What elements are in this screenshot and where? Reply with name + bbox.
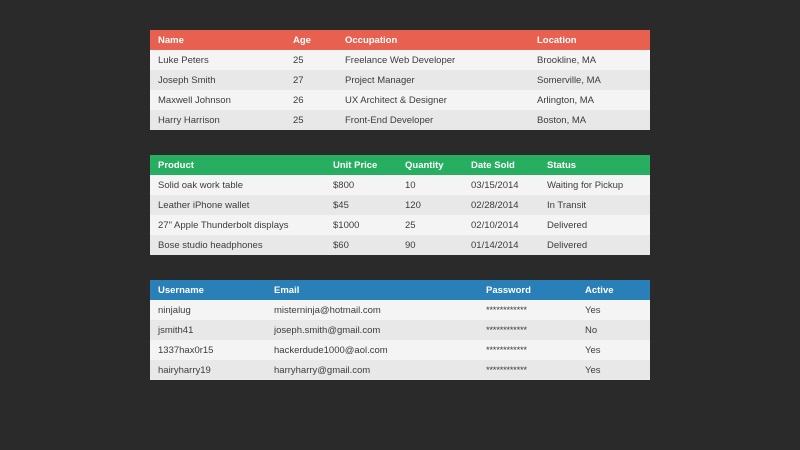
cell-quantity: 10 (397, 175, 463, 195)
cell-email: misterninja@hotmail.com (266, 300, 478, 320)
cell-location: Boston, MA (529, 110, 650, 130)
table-row: hairyharry19 harryharry@gmail.com ******… (150, 360, 650, 380)
table-row: Solid oak work table $800 10 03/15/2014 … (150, 175, 650, 195)
cell-status: In Transit (539, 195, 650, 215)
cell-email: hackerdude1000@aol.com (266, 340, 478, 360)
cell-password: ************ (478, 300, 577, 320)
cell-location: Brookline, MA (529, 50, 650, 70)
cell-product: Leather iPhone wallet (150, 195, 325, 215)
column-header-quantity[interactable]: Quantity (397, 155, 463, 175)
table-row: Bose studio headphones $60 90 01/14/2014… (150, 235, 650, 255)
cell-password: ************ (478, 360, 577, 380)
cell-date-sold: 01/14/2014 (463, 235, 539, 255)
column-header-unit-price[interactable]: Unit Price (325, 155, 397, 175)
cell-quantity: 25 (397, 215, 463, 235)
table-header-row: Name Age Occupation Location (150, 30, 650, 50)
cell-name: Joseph Smith (150, 70, 285, 90)
table-row: Joseph Smith 27 Project Manager Somervil… (150, 70, 650, 90)
cell-unit-price: $1000 (325, 215, 397, 235)
cell-age: 26 (285, 90, 337, 110)
cell-name: Harry Harrison (150, 110, 285, 130)
cell-username: ninjalug (150, 300, 266, 320)
cell-active: No (577, 320, 650, 340)
cell-name: Maxwell Johnson (150, 90, 285, 110)
column-header-date-sold[interactable]: Date Sold (463, 155, 539, 175)
cell-status: Waiting for Pickup (539, 175, 650, 195)
cell-username: jsmith41 (150, 320, 266, 340)
cell-age: 25 (285, 110, 337, 130)
cell-occupation: UX Architect & Designer (337, 90, 529, 110)
column-header-username[interactable]: Username (150, 280, 266, 300)
table-row: Luke Peters 25 Freelance Web Developer B… (150, 50, 650, 70)
table-row: Harry Harrison 25 Front-End Developer Bo… (150, 110, 650, 130)
cell-age: 25 (285, 50, 337, 70)
cell-date-sold: 02/10/2014 (463, 215, 539, 235)
cell-product: 27" Apple Thunderbolt displays (150, 215, 325, 235)
cell-unit-price: $45 (325, 195, 397, 215)
cell-active: Yes (577, 360, 650, 380)
cell-active: Yes (577, 300, 650, 320)
cell-product: Bose studio headphones (150, 235, 325, 255)
column-header-product[interactable]: Product (150, 155, 325, 175)
table-row: ninjalug misterninja@hotmail.com *******… (150, 300, 650, 320)
table-header-row: Username Email Password Active (150, 280, 650, 300)
cell-password: ************ (478, 320, 577, 340)
table-header-row: Product Unit Price Quantity Date Sold St… (150, 155, 650, 175)
cell-product: Solid oak work table (150, 175, 325, 195)
table-row: Leather iPhone wallet $45 120 02/28/2014… (150, 195, 650, 215)
cell-location: Somerville, MA (529, 70, 650, 90)
table-row: Maxwell Johnson 26 UX Architect & Design… (150, 90, 650, 110)
table-row: 1337hax0r15 hackerdude1000@aol.com *****… (150, 340, 650, 360)
orders-table: Product Unit Price Quantity Date Sold St… (150, 155, 650, 255)
cell-name: Luke Peters (150, 50, 285, 70)
cell-date-sold: 02/28/2014 (463, 195, 539, 215)
column-header-password[interactable]: Password (478, 280, 577, 300)
cell-username: hairyharry19 (150, 360, 266, 380)
column-header-occupation[interactable]: Occupation (337, 30, 529, 50)
cell-occupation: Front-End Developer (337, 110, 529, 130)
table-row: jsmith41 joseph.smith@gmail.com ********… (150, 320, 650, 340)
cell-date-sold: 03/15/2014 (463, 175, 539, 195)
table-row: 27" Apple Thunderbolt displays $1000 25 … (150, 215, 650, 235)
cell-location: Arlington, MA (529, 90, 650, 110)
cell-quantity: 90 (397, 235, 463, 255)
cell-status: Delivered (539, 235, 650, 255)
column-header-age[interactable]: Age (285, 30, 337, 50)
cell-email: joseph.smith@gmail.com (266, 320, 478, 340)
column-header-email[interactable]: Email (266, 280, 478, 300)
cell-active: Yes (577, 340, 650, 360)
cell-occupation: Project Manager (337, 70, 529, 90)
cell-username: 1337hax0r15 (150, 340, 266, 360)
cell-email: harryharry@gmail.com (266, 360, 478, 380)
cell-unit-price: $800 (325, 175, 397, 195)
cell-unit-price: $60 (325, 235, 397, 255)
column-header-name[interactable]: Name (150, 30, 285, 50)
users-table: Username Email Password Active ninjalug … (150, 280, 650, 380)
column-header-active[interactable]: Active (577, 280, 650, 300)
cell-status: Delivered (539, 215, 650, 235)
cell-occupation: Freelance Web Developer (337, 50, 529, 70)
column-header-status[interactable]: Status (539, 155, 650, 175)
column-header-location[interactable]: Location (529, 30, 650, 50)
cell-quantity: 120 (397, 195, 463, 215)
cell-age: 27 (285, 70, 337, 90)
people-table: Name Age Occupation Location Luke Peters… (150, 30, 650, 130)
cell-password: ************ (478, 340, 577, 360)
